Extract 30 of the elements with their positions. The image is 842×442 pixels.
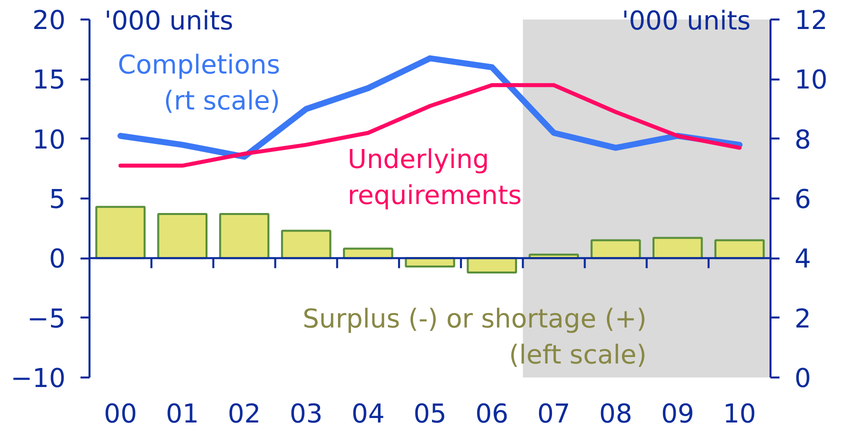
y2-tick-label: 2 <box>794 304 812 334</box>
x-tick-label: 09 <box>661 400 694 430</box>
y2-axis-title: '000 units <box>622 6 751 36</box>
y2-tick-label: 4 <box>794 244 812 275</box>
x-tick-label: 01 <box>166 400 199 430</box>
x-tick-label: 02 <box>228 400 261 430</box>
x-tick-label: 07 <box>537 400 570 430</box>
y-tick-label: 10 <box>32 125 66 156</box>
y-tick-label: 20 <box>32 6 66 36</box>
y-tick-label: 0 <box>48 244 66 275</box>
series-label: Completions (rt scale) <box>118 50 280 117</box>
y2-tick-label: 6 <box>794 185 812 215</box>
x-tick-label: 08 <box>599 400 632 430</box>
x-tick-label: 04 <box>352 400 385 430</box>
series-label: Surplus (-) or shortage (+) (left scale) <box>302 304 647 371</box>
y-tick-label: 5 <box>48 185 66 215</box>
x-tick-label: 06 <box>475 400 508 430</box>
y2-tick-label: 12 <box>794 6 828 36</box>
y-axis-title: '000 units <box>104 6 234 36</box>
series-label: Underlying requirements <box>348 144 522 211</box>
y-tick-label: 15 <box>32 66 66 96</box>
y2-tick-label: 10 <box>794 66 828 96</box>
y-tick-label: −10 <box>10 364 66 394</box>
y2-tick-label: 8 <box>794 125 812 156</box>
x-tick-label: 05 <box>413 400 447 430</box>
x-tick-label: 10 <box>723 400 756 430</box>
y2-tick-label: 0 <box>794 364 812 394</box>
x-tick-label: 03 <box>290 400 323 430</box>
x-tick-label: 00 <box>104 400 138 430</box>
y-tick-label: −5 <box>27 304 66 334</box>
